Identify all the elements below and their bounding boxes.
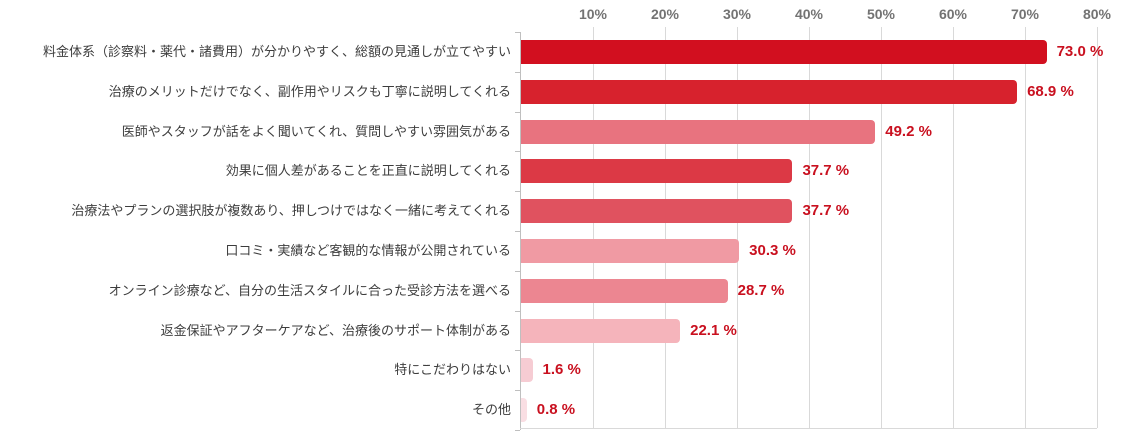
- gridline: [809, 27, 810, 428]
- bar-9: [521, 358, 533, 383]
- y-axis-tick-mark: [515, 151, 520, 153]
- x-axis-baseline: [520, 428, 1097, 429]
- bar-4: [521, 159, 793, 184]
- gridline: [1025, 27, 1026, 428]
- bar-8: [521, 318, 681, 343]
- y-axis-tick-mark: [515, 270, 520, 272]
- value-label: 0.8 %: [536, 401, 576, 419]
- x-axis-tick-label: 30%: [722, 6, 752, 22]
- gridline: [593, 27, 594, 428]
- x-axis-tick-label: 10%: [578, 6, 608, 22]
- value-label: 1.6 %: [542, 361, 581, 379]
- category-label: 料金体系（診察料・薬代・諸費用）が分かりやすく、総額の見通しが立てやすい: [42, 43, 511, 59]
- category-label: 治療のメリットだけでなく、副作用やリスクも丁寧に説明してくれる: [108, 83, 511, 99]
- y-axis-tick-mark: [515, 191, 520, 193]
- y-axis-tick-mark: [515, 71, 520, 73]
- bar-3: [521, 119, 876, 144]
- category-label: 返金保証やアフターケアなど、治療後のサポート体制がある: [160, 322, 511, 338]
- x-axis-tick-label: 60%: [938, 6, 968, 22]
- x-axis-tick-label: 20%: [650, 6, 680, 22]
- x-axis-tick-label: 80%: [1082, 6, 1112, 22]
- y-axis-tick-mark: [515, 430, 520, 431]
- category-label: オンライン診療など、自分の生活スタイルに合った受診方法を選べる: [108, 282, 511, 298]
- bar-2: [521, 79, 1018, 104]
- value-label: 73.0 %: [1056, 42, 1104, 60]
- x-axis-tick-label: 70%: [1010, 6, 1040, 22]
- value-label: 68.9 %: [1027, 82, 1074, 100]
- category-label: その他: [471, 402, 511, 418]
- value-label: 37.7 %: [802, 162, 850, 180]
- value-label: 37.7 %: [802, 202, 850, 220]
- value-label: 28.7 %: [737, 281, 785, 299]
- bar-1: [521, 39, 1047, 64]
- y-axis-tick-mark: [515, 350, 520, 352]
- gridline: [737, 27, 738, 428]
- gridline: [665, 27, 666, 428]
- gridline: [953, 27, 954, 428]
- y-axis-tick-mark: [515, 32, 520, 33]
- category-label: 口コミ・実績など客観的な情報が公開されている: [225, 242, 511, 258]
- value-label: 30.3 %: [749, 241, 796, 259]
- value-label: 22.1 %: [690, 321, 737, 339]
- y-axis-line: [520, 32, 521, 430]
- category-label: 治療法やプランの選択肢が複数あり、押しつけではなく一緒に考えてくれる: [71, 203, 511, 219]
- bar-7: [521, 278, 728, 303]
- x-axis-tick-label: 50%: [866, 6, 896, 22]
- category-label: 医師やスタッフが話をよく聞いてくれ、質問しやすい雰囲気がある: [121, 123, 511, 139]
- category-label: 特にこだわりはない: [394, 362, 511, 378]
- gridline: [881, 27, 882, 428]
- category-label: 効果に個人差があることを正直に説明してくれる: [225, 163, 511, 179]
- bar-10: [521, 398, 527, 423]
- y-axis-tick-mark: [515, 390, 520, 392]
- y-axis-tick-mark: [515, 310, 520, 312]
- y-axis-tick-mark: [515, 231, 520, 232]
- x-axis-tick-label: 40%: [794, 6, 824, 22]
- bar-6: [521, 238, 740, 263]
- value-label: 49.2 %: [885, 122, 932, 140]
- gridline: [1097, 27, 1098, 428]
- y-axis-tick-mark: [515, 111, 520, 113]
- bar-5: [521, 199, 793, 224]
